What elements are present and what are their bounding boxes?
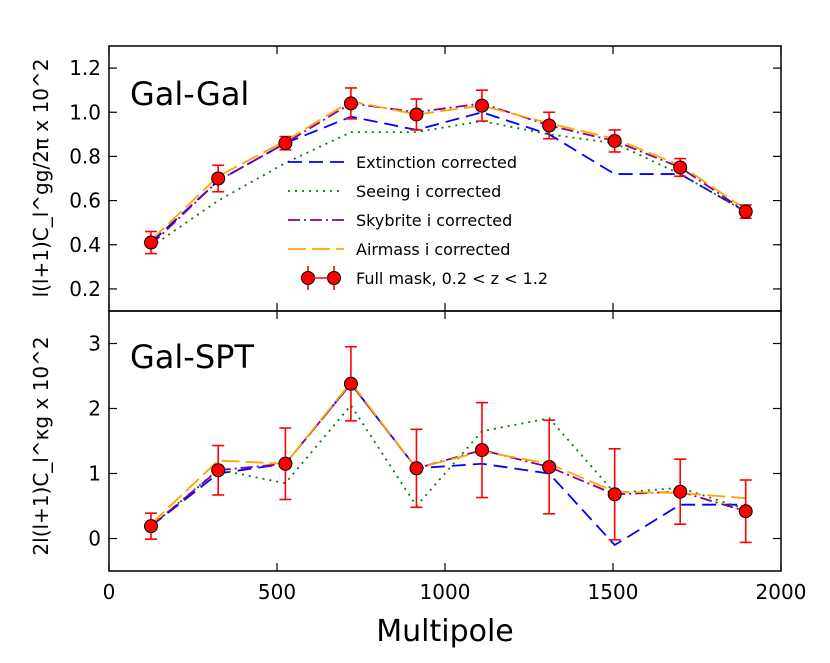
panel-gal-gal: 0.2 0.4 0.6 0.8 1.0 1.2 Gal-Gal l(l+1)C_l^gg/… bbox=[29, 45, 782, 312]
y-tick-label: 3 bbox=[88, 332, 101, 356]
data-point bbox=[278, 427, 293, 501]
y-tick-label: 0.2 bbox=[69, 277, 101, 301]
series-line bbox=[150, 403, 746, 527]
data-points bbox=[144, 345, 753, 544]
legend-item: Seeing i corrected bbox=[288, 182, 501, 201]
data-point bbox=[278, 135, 293, 151]
y-tick-label: 2 bbox=[88, 397, 101, 421]
data-point bbox=[144, 512, 158, 540]
legend-item: Skybrite i corrected bbox=[288, 211, 512, 230]
series-line bbox=[150, 382, 746, 527]
data-point bbox=[738, 479, 753, 544]
x-tick-label: 2000 bbox=[756, 580, 807, 604]
legend-label: Skybrite i corrected bbox=[356, 211, 512, 230]
data-point bbox=[409, 428, 424, 509]
x-axis-label: Multipole bbox=[376, 614, 514, 649]
x-tick-label: 1000 bbox=[420, 580, 471, 604]
data-point bbox=[474, 89, 489, 122]
x-tick-label: 0 bbox=[103, 580, 116, 604]
data-point bbox=[343, 87, 358, 120]
series-group bbox=[150, 381, 746, 547]
panel-label: Gal-Gal bbox=[130, 75, 249, 113]
panel-label: Gal-SPT bbox=[130, 338, 254, 376]
y-axis-ticks: 0.2 0.4 0.6 0.8 1.0 1.2 bbox=[69, 46, 782, 311]
data-point bbox=[542, 419, 557, 515]
legend: Extinction corrected Seeing i corrected Sk… bbox=[288, 153, 548, 290]
legend-item: Full mask, 0.2 < z < 1.2 bbox=[301, 266, 548, 290]
legend-label: Full mask, 0.2 < z < 1.2 bbox=[356, 269, 548, 288]
series-line bbox=[150, 120, 747, 248]
data-point bbox=[607, 129, 622, 153]
series-line bbox=[150, 382, 746, 547]
data-point bbox=[211, 164, 226, 193]
legend-label: Extinction corrected bbox=[356, 153, 517, 172]
series-line bbox=[150, 100, 747, 241]
y-tick-label: 1.0 bbox=[69, 100, 101, 124]
y-axis-label: 2l(l+1)C_l^κg x 10^2 bbox=[29, 336, 53, 555]
data-point bbox=[738, 204, 753, 220]
data-point bbox=[343, 345, 358, 422]
series-line bbox=[150, 102, 747, 246]
x-tick-label: 1500 bbox=[588, 580, 639, 604]
data-point bbox=[607, 447, 622, 541]
y-tick-label: 1.2 bbox=[69, 56, 101, 80]
data-point bbox=[144, 230, 158, 255]
y-tick-label: 0 bbox=[88, 527, 101, 551]
panel-gal-spt: 0 1 2 3 0 500 1000 1500 2000 Gal-SPT 2l(l+1)C_l^… bbox=[29, 310, 806, 649]
y-tick-label: 0.6 bbox=[69, 189, 101, 213]
data-point bbox=[673, 157, 688, 178]
series-line bbox=[150, 381, 746, 525]
series-line bbox=[150, 111, 747, 244]
x-tick-label: 500 bbox=[258, 580, 296, 604]
legend-label: Airmass i corrected bbox=[356, 240, 510, 259]
y-tick-label: 0.8 bbox=[69, 144, 101, 168]
data-point bbox=[542, 111, 557, 140]
legend-item: Airmass i corrected bbox=[288, 240, 510, 259]
data-points bbox=[144, 87, 753, 255]
y-tick-label: 0.4 bbox=[69, 233, 101, 257]
legend-label: Seeing i corrected bbox=[356, 182, 501, 201]
data-point bbox=[673, 458, 688, 526]
legend-item: Extinction corrected bbox=[288, 153, 517, 172]
series-group bbox=[150, 100, 747, 248]
axis-ticks: 0 1 2 3 0 500 1000 1500 2000 bbox=[88, 311, 806, 604]
y-tick-label: 1 bbox=[88, 462, 101, 486]
y-axis-label: l(l+1)C_l^gg/2π x 10^2 bbox=[29, 59, 53, 298]
data-point bbox=[211, 444, 226, 496]
data-point bbox=[409, 98, 424, 131]
data-point bbox=[474, 401, 489, 499]
